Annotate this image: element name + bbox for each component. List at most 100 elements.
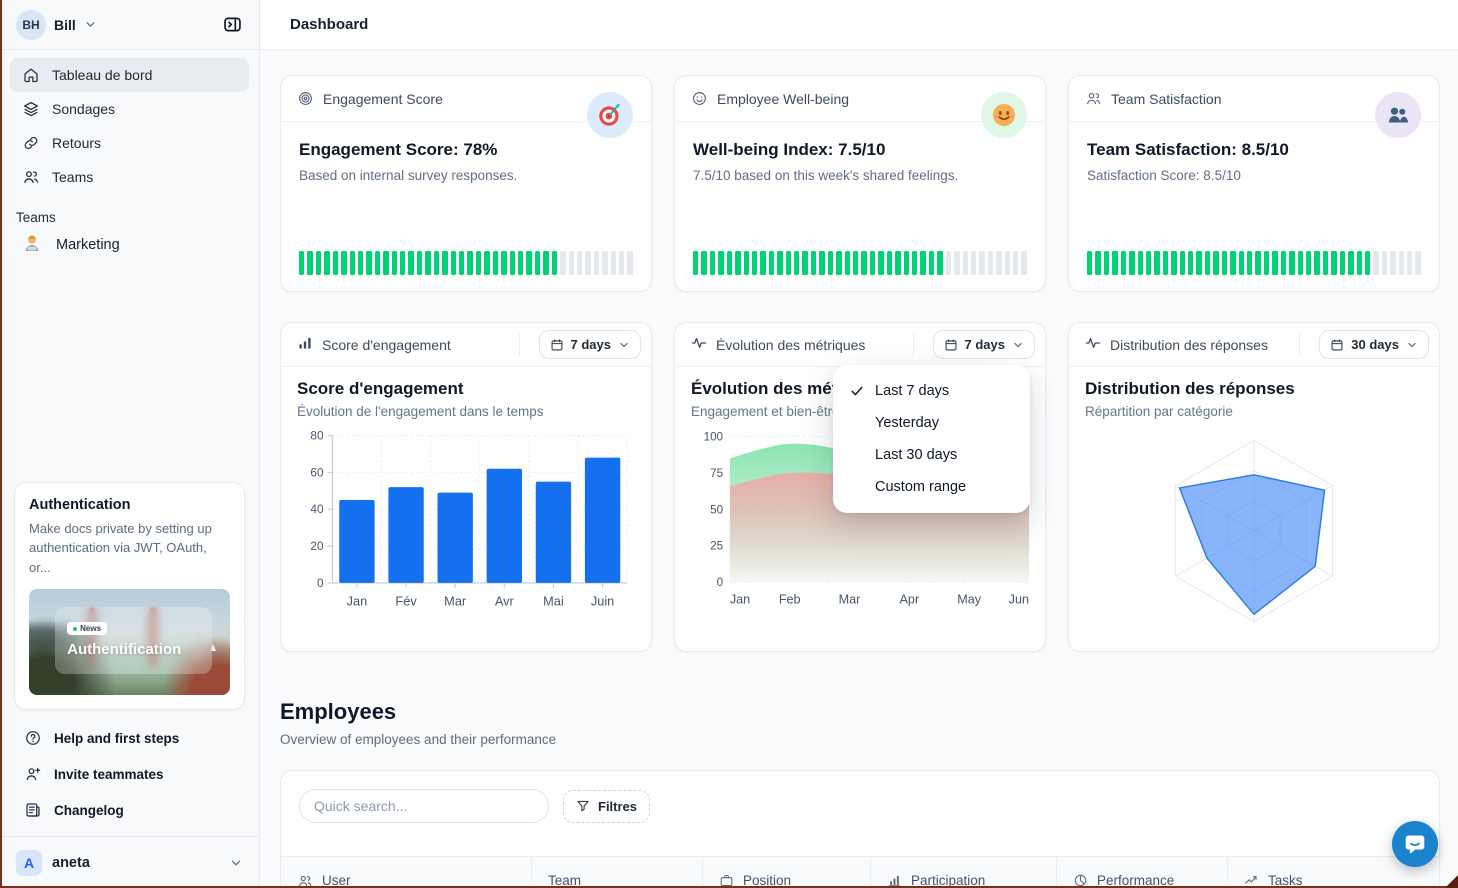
progress-segment: [1255, 251, 1261, 275]
stat-card-body: Team Satisfaction: 8.5/10 Satisfaction S…: [1069, 122, 1439, 183]
svg-text:Juin: Juin: [591, 594, 614, 609]
chevron-down-icon: [229, 856, 243, 870]
progress-bar: [299, 251, 633, 275]
sidebar-item-label: Teams: [52, 169, 94, 185]
sidebar-item-changelog[interactable]: Changelog: [10, 792, 249, 828]
progress-segment: [701, 251, 707, 275]
progress-segment: [693, 251, 699, 275]
svg-text:Jan: Jan: [730, 593, 750, 607]
range-dropdown-menu: Last 7 days Yesterday Last 30 days Custo…: [833, 365, 1030, 513]
chart-card-header-label: Distribution des réponses: [1110, 336, 1268, 353]
progress-segment: [534, 251, 541, 275]
range-selector-button[interactable]: 7 days: [538, 330, 641, 359]
progress-segment: [1339, 251, 1346, 275]
chart-card-header-label: Score d'engagement: [322, 336, 451, 353]
svg-text:Fév: Fév: [395, 594, 417, 609]
progress-segment: [1331, 251, 1337, 275]
progress-segment: [945, 251, 952, 275]
progress-segment: [1013, 251, 1019, 275]
news-badge: News: [67, 622, 108, 636]
user-name[interactable]: Bill: [54, 16, 76, 33]
progress-segment: [1322, 251, 1329, 275]
chevron-down-icon: [618, 339, 630, 351]
progress-segment: [878, 251, 884, 275]
column-header-team[interactable]: Team: [531, 857, 702, 888]
progress-segment: [560, 251, 566, 275]
progress-segment: [903, 251, 909, 275]
users-icon: [297, 873, 313, 888]
progress-segment: [1263, 251, 1270, 275]
dropdown-item-last-30-days[interactable]: Last 30 days: [875, 447, 958, 463]
progress-segment: [349, 251, 355, 275]
progress-segment: [1103, 251, 1110, 275]
dropdown-item-last-7-days[interactable]: Last 7 days: [833, 375, 1030, 407]
sidebar-item-teams[interactable]: Teams: [10, 160, 249, 194]
sidebar-item-invite[interactable]: Invite teammates: [10, 756, 249, 792]
bar-chart: 0 20 40 60 80 Jan Fév Mar Avr Mai Juin: [297, 425, 635, 624]
check-icon: [849, 383, 875, 399]
progress-segment: [1179, 251, 1186, 275]
progress-segment: [1247, 251, 1253, 275]
progress-segment: [400, 251, 406, 275]
workspace-avatar: A: [16, 849, 42, 876]
stat-card-header-label: Team Satisfaction: [1111, 90, 1222, 107]
search-input[interactable]: [299, 789, 549, 823]
column-header-participation[interactable]: Participation: [870, 857, 1056, 888]
stat-subtitle: Satisfaction Score: 8.5/10: [1087, 168, 1241, 183]
svg-text:Mar: Mar: [839, 593, 861, 607]
stat-card-header: Team Satisfaction: [1069, 76, 1439, 122]
calendar-icon: [550, 338, 564, 352]
range-selector-button[interactable]: 7 days: [932, 330, 1035, 359]
stat-card-body: Well-being Index: 7.5/10 7.5/10 based on…: [675, 122, 1045, 183]
range-label: 7 days: [570, 337, 611, 352]
column-header-performance[interactable]: Performance: [1056, 857, 1227, 888]
sidebar-item-retours[interactable]: Retours: [10, 126, 249, 160]
progress-segment: [743, 251, 749, 275]
range-selector-button[interactable]: 30 days: [1319, 330, 1429, 359]
user-plus-icon: [24, 765, 42, 783]
progress-segment: [1171, 251, 1177, 275]
user-avatar[interactable]: BH: [16, 9, 46, 40]
chat-launcher-button[interactable]: [1392, 821, 1438, 867]
progress-segment: [709, 251, 716, 275]
progress-segment: [366, 251, 372, 275]
sidebar-item-tableau-de-bord[interactable]: Tableau de bord: [10, 58, 249, 92]
dropdown-item-custom-range[interactable]: Custom range: [875, 479, 967, 495]
bar-chart-icon: [297, 335, 313, 354]
progress-segment: [442, 251, 448, 275]
sidebar-item-marketing[interactable]: Marketing: [10, 227, 249, 263]
sidebar-item-help[interactable]: Help and first steps: [10, 720, 249, 756]
sidebar-item-label: Retours: [52, 135, 102, 151]
sailboat-shape: [209, 644, 216, 652]
progress-segment: [1188, 251, 1194, 275]
progress-segment: [357, 251, 364, 275]
progress-segment: [459, 251, 465, 275]
chart-card-header-label: Évolution des métriques: [716, 336, 866, 353]
column-header-user[interactable]: User: [281, 857, 531, 888]
progress-segment: [844, 251, 851, 275]
column-header-position[interactable]: Position: [702, 857, 870, 888]
users-icon: [1085, 90, 1102, 107]
employees-title: Employees: [280, 699, 397, 724]
svg-text:75: 75: [710, 467, 723, 480]
promo-image-overlay-card: News Authentification: [55, 607, 212, 674]
progress-segment: [819, 251, 825, 275]
promo-card-authentication[interactable]: Authentication Make docs private by sett…: [14, 481, 245, 710]
workspace-switcher[interactable]: A aneta: [0, 836, 259, 888]
sidebar-collapse-button[interactable]: [217, 10, 247, 40]
svg-text:50: 50: [710, 503, 723, 516]
table-header-row: User Team Position: [281, 856, 1439, 888]
stat-card-wellbeing: Employee Well-being Well-being Index: 7.…: [674, 75, 1046, 292]
table-toolbar: Filtres: [281, 771, 1439, 823]
users-icon: [22, 168, 40, 186]
column-header-tasks[interactable]: Tasks: [1227, 857, 1439, 888]
dropdown-item-yesterday[interactable]: Yesterday: [875, 415, 939, 431]
chevron-down-icon[interactable]: [84, 18, 97, 31]
progress-segment: [526, 251, 532, 275]
progress-segment: [1314, 251, 1320, 275]
stat-subtitle: 7.5/10 based on this week's shared feeli…: [693, 168, 959, 183]
sidebar-item-sondages[interactable]: Sondages: [10, 92, 249, 126]
progress-segment: [324, 251, 330, 275]
filters-button[interactable]: Filtres: [563, 789, 651, 823]
panel-collapse-icon: [222, 14, 243, 35]
